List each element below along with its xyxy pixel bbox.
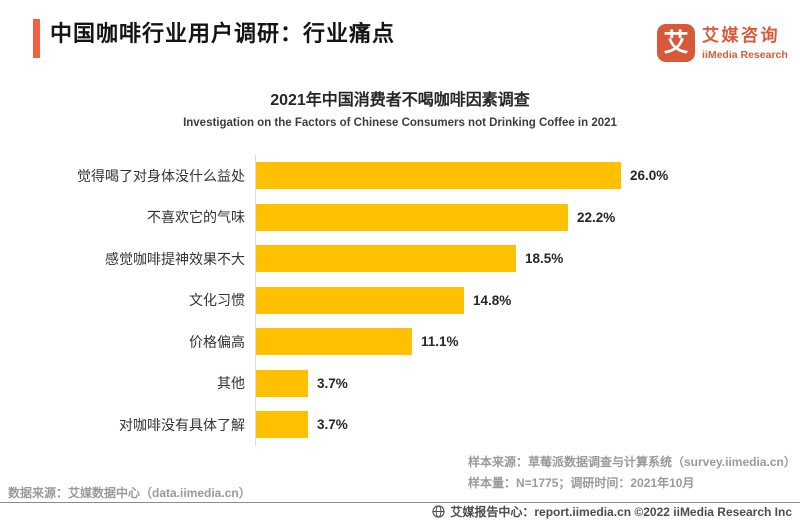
logo-name-en: iiMedia Research — [702, 49, 788, 62]
sample-size-note: 样本量：N=1775；调研时间：2021年10月 — [468, 476, 695, 490]
bar-track: 26.0% — [255, 155, 800, 197]
category-label: 感觉咖啡提神效果不大 — [105, 250, 245, 267]
page-title: 中国咖啡行业用户调研：行业痛点 — [50, 21, 396, 46]
category-label: 文化习惯 — [189, 292, 245, 309]
category-label: 其他 — [217, 375, 245, 392]
chart-row: 价格偏高 11.1% — [0, 321, 800, 363]
category-label: 觉得喝了对身体没什么益处 — [77, 167, 245, 184]
data-source-note: 数据来源：艾媒数据中心（data.iimedia.cn） — [8, 486, 251, 500]
category-label: 价格偏高 — [189, 333, 245, 350]
footer-text: 艾媒报告中心：report.iimedia.cn ©2022 iiMedia R… — [450, 505, 792, 519]
bar-track: 18.5% — [255, 238, 800, 280]
chart-row: 觉得喝了对身体没什么益处 26.0% — [0, 155, 800, 197]
bar-value-label: 11.1% — [421, 334, 459, 350]
bar — [256, 203, 568, 231]
chart-row: 不喜欢它的气味 22.2% — [0, 196, 800, 238]
iimedia-logo-icon: 艾 — [657, 24, 695, 62]
bar-track: 14.8% — [255, 279, 800, 321]
report-footer: 艾媒报告中心：report.iimedia.cn ©2022 iiMedia R… — [0, 502, 800, 520]
logo-text: 艾媒咨询 iiMedia Research — [702, 24, 788, 62]
logo-icon-glyph: 艾 — [663, 28, 689, 57]
chart-row: 对咖啡没有具体了解 3.7% — [0, 404, 800, 446]
chart-row: 文化习惯 14.8% — [0, 279, 800, 321]
bar — [256, 369, 308, 397]
sample-source-block: 样本来源：草莓派数据调查与计算系统（survey.iimedia.cn） 样本量… — [468, 452, 796, 494]
bar — [256, 411, 308, 439]
title-accent-bar — [33, 19, 40, 58]
bar-value-label: 22.2% — [577, 209, 616, 225]
bar-value-label: 3.7% — [317, 375, 348, 391]
globe-icon — [432, 505, 446, 518]
bar-value-label: 18.5% — [525, 251, 564, 267]
chart-row: 其他 3.7% — [0, 362, 800, 404]
logo-name-cn: 艾媒咨询 — [702, 26, 780, 45]
bar-value-label: 26.0% — [630, 168, 669, 184]
bar-track: 22.2% — [255, 196, 800, 238]
category-label: 对咖啡没有具体了解 — [119, 416, 245, 433]
bar — [256, 245, 516, 273]
bar — [256, 286, 464, 314]
bar-value-label: 14.8% — [473, 292, 512, 308]
sample-source-note: 样本来源：草莓派数据调查与计算系统（survey.iimedia.cn） — [468, 455, 796, 469]
bar-chart: 觉得喝了对身体没什么益处 26.0% 不喜欢它的气味 22.2% 感觉咖啡提神效果不大 1… — [0, 155, 800, 446]
chart-title: 2021年中国消费者不喝咖啡因素调查 — [270, 92, 530, 109]
chart-subtitle: Investigation on the Factors of Chinese … — [183, 117, 617, 129]
chart-row: 感觉咖啡提神效果不大 18.5% — [0, 238, 800, 280]
chart-heading: 2021年中国消费者不喝咖啡因素调查 Investigation on the … — [0, 86, 800, 129]
bar-track: 11.1% — [255, 321, 800, 363]
bar-track: 3.7% — [255, 362, 800, 404]
bar-value-label: 3.7% — [317, 417, 348, 433]
iimedia-logo: 艾 艾媒咨询 iiMedia Research — [657, 24, 788, 62]
bar-track: 3.7% — [255, 404, 800, 446]
category-label: 不喜欢它的气味 — [147, 209, 245, 226]
bar — [256, 162, 621, 190]
bar — [256, 328, 412, 356]
